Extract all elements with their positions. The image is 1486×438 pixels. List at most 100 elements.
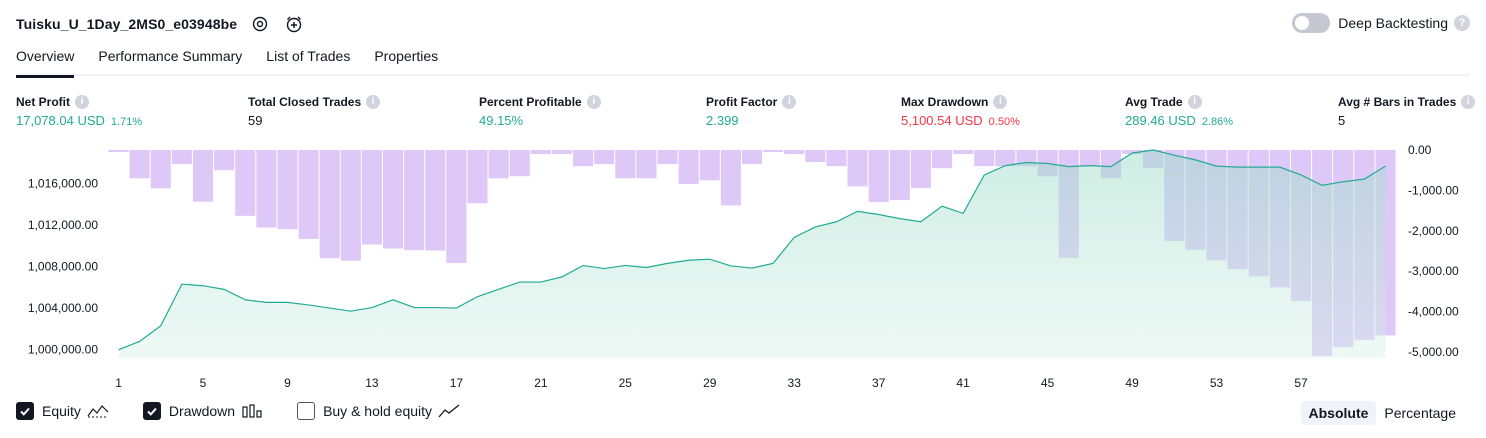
stat-max-drawdown: Max Drawdown i 5,100.54 USD 0.50% — [901, 93, 1020, 128]
info-icon[interactable]: i — [586, 94, 601, 109]
drawdown-bar — [741, 150, 763, 165]
legend-label: Drawdown — [168, 403, 236, 419]
info-icon[interactable]: i — [75, 94, 89, 109]
trend-line-icon — [438, 404, 460, 418]
deep-backtesting-toggle[interactable] — [1292, 13, 1331, 33]
x-axis-tick: 9 — [284, 376, 291, 390]
help-icon[interactable]: ? — [1454, 15, 1470, 31]
x-axis-tick: 57 — [1294, 376, 1308, 390]
x-axis-tick: 13 — [365, 376, 379, 390]
legend-label: Equity — [42, 403, 81, 419]
legend-buy-hold[interactable]: Buy & hold equity — [297, 402, 460, 420]
stat-profit-factor: Profit Factor i 2.399 — [706, 93, 797, 128]
stat-label: Profit Factor — [706, 94, 778, 109]
info-icon[interactable]: i — [1461, 94, 1476, 109]
info-icon[interactable]: i — [993, 94, 1008, 109]
stat-percent-profitable: Percent Profitable i 49.15% — [479, 93, 601, 128]
left-axis-tick: 1,008,000.00 — [28, 260, 98, 274]
equity-checkbox[interactable] — [16, 402, 34, 420]
stat-value: 2.399 — [706, 113, 739, 128]
mode-percentage[interactable]: Percentage — [1384, 405, 1456, 421]
legend-equity[interactable]: Equity — [16, 402, 109, 420]
deep-backtesting: Deep Backtesting ? — [1292, 13, 1470, 33]
right-axis-tick: -2,000.00 — [1408, 224, 1459, 238]
right-axis-tick: -1,000.00 — [1408, 183, 1459, 197]
strategy-header: Tuisku_U_1Day_2MS0_e03948be — [16, 12, 305, 36]
settings-icon[interactable] — [249, 13, 271, 35]
legend-drawdown[interactable]: Drawdown — [142, 402, 263, 420]
drawdown-bar — [509, 150, 530, 177]
chart-legend: Equity Drawdown Buy & hold equity — [16, 402, 494, 420]
drawdown-bar — [467, 150, 488, 204]
drawdown-bar — [235, 150, 256, 216]
info-icon[interactable]: i — [782, 94, 797, 109]
left-axis-tick: 1,004,000.00 — [28, 301, 98, 315]
tab-list-of-trades[interactable]: List of Trades — [266, 48, 351, 64]
stat-value: 17,078.04 USD — [16, 113, 105, 128]
drawdown-bar — [298, 150, 319, 239]
drawdown-bar — [108, 150, 129, 153]
info-icon[interactable]: i — [366, 94, 381, 109]
drawdown-bar — [150, 150, 171, 189]
left-axis-tick: 1,012,000.00 — [28, 218, 98, 232]
x-axis-tick: 25 — [619, 376, 633, 390]
mode-absolute[interactable]: Absolute — [1300, 401, 1377, 425]
left-axis-tick: 1,000,000.00 — [28, 343, 98, 357]
drawdown-bar — [340, 150, 361, 261]
drawdown-bar — [551, 150, 573, 155]
stat-percent: 0.50% — [988, 116, 1020, 128]
stat-label: Percent Profitable — [479, 94, 582, 109]
tab-performance-summary[interactable]: Performance Summary — [98, 48, 243, 64]
stat-value: 59 — [248, 113, 263, 128]
x-axis-tick: 21 — [534, 376, 548, 390]
x-axis-tick: 29 — [703, 376, 717, 390]
drawdown-bar — [192, 150, 214, 202]
drawdown-bar — [277, 150, 298, 230]
stat-percent: 1.71% — [110, 116, 143, 128]
toggle-knob — [1295, 16, 1310, 30]
drawdown-bar — [214, 150, 235, 171]
drawdown-bar — [1016, 150, 1037, 167]
drawdown-bar — [889, 150, 910, 201]
right-axis-tick: -4,000.00 — [1408, 305, 1459, 319]
stat-label: Max Drawdown — [901, 94, 989, 109]
drawdown-bar — [868, 150, 889, 203]
tab-properties[interactable]: Properties — [374, 48, 439, 64]
stat-net-profit: Net Profit i 17,078.04 USD 1.71% — [16, 93, 142, 128]
buy-hold-checkbox[interactable] — [297, 402, 316, 420]
stat-avg-bars: Avg # Bars in Trades i 5 — [1338, 93, 1476, 128]
add-alert-icon[interactable] — [283, 13, 305, 35]
x-axis-tick: 53 — [1210, 376, 1224, 390]
drawdown-checkbox[interactable] — [142, 402, 161, 420]
right-axis-tick: 0.00 — [1408, 143, 1432, 157]
left-axis-tick: 1,016,000.00 — [28, 176, 98, 190]
info-icon[interactable]: i — [1187, 94, 1202, 109]
stat-percent: 2.86% — [1201, 116, 1234, 128]
drawdown-bar — [636, 150, 657, 179]
stat-label: Net Profit — [16, 94, 70, 109]
x-axis-tick: 33 — [788, 376, 802, 390]
drawdown-bar — [404, 150, 425, 251]
drawdown-bar — [573, 150, 594, 167]
drawdown-bar — [171, 150, 192, 165]
x-axis-tick: 37 — [872, 376, 886, 390]
drawdown-bar — [319, 150, 340, 259]
drawdown-bar — [615, 150, 636, 179]
right-axis-tick: -5,000.00 — [1408, 345, 1459, 359]
legend-label: Buy & hold equity — [323, 403, 433, 419]
drawdown-bar — [530, 150, 551, 155]
drawdown-bar — [931, 150, 953, 169]
drawdown-bar — [974, 150, 995, 167]
equity-drawdown-chart[interactable]: 1,000,000.00 1,004,000.00 1,008,000.00 1,01… — [0, 140, 1486, 396]
drawdown-bar — [256, 150, 277, 228]
x-axis-tick: 5 — [200, 376, 207, 390]
equity-line — [118, 149, 1386, 351]
drawdown-bar — [129, 150, 150, 179]
tab-overview[interactable]: Overview — [16, 44, 75, 78]
drawdown-bar — [995, 150, 1016, 167]
stat-value: 289.46 USD — [1125, 113, 1196, 128]
x-axis-tick: 41 — [956, 376, 970, 390]
bar-chart-icon — [241, 404, 263, 418]
right-axis-tick: -3,000.00 — [1408, 264, 1459, 278]
stat-label: Avg Trade — [1125, 94, 1183, 109]
